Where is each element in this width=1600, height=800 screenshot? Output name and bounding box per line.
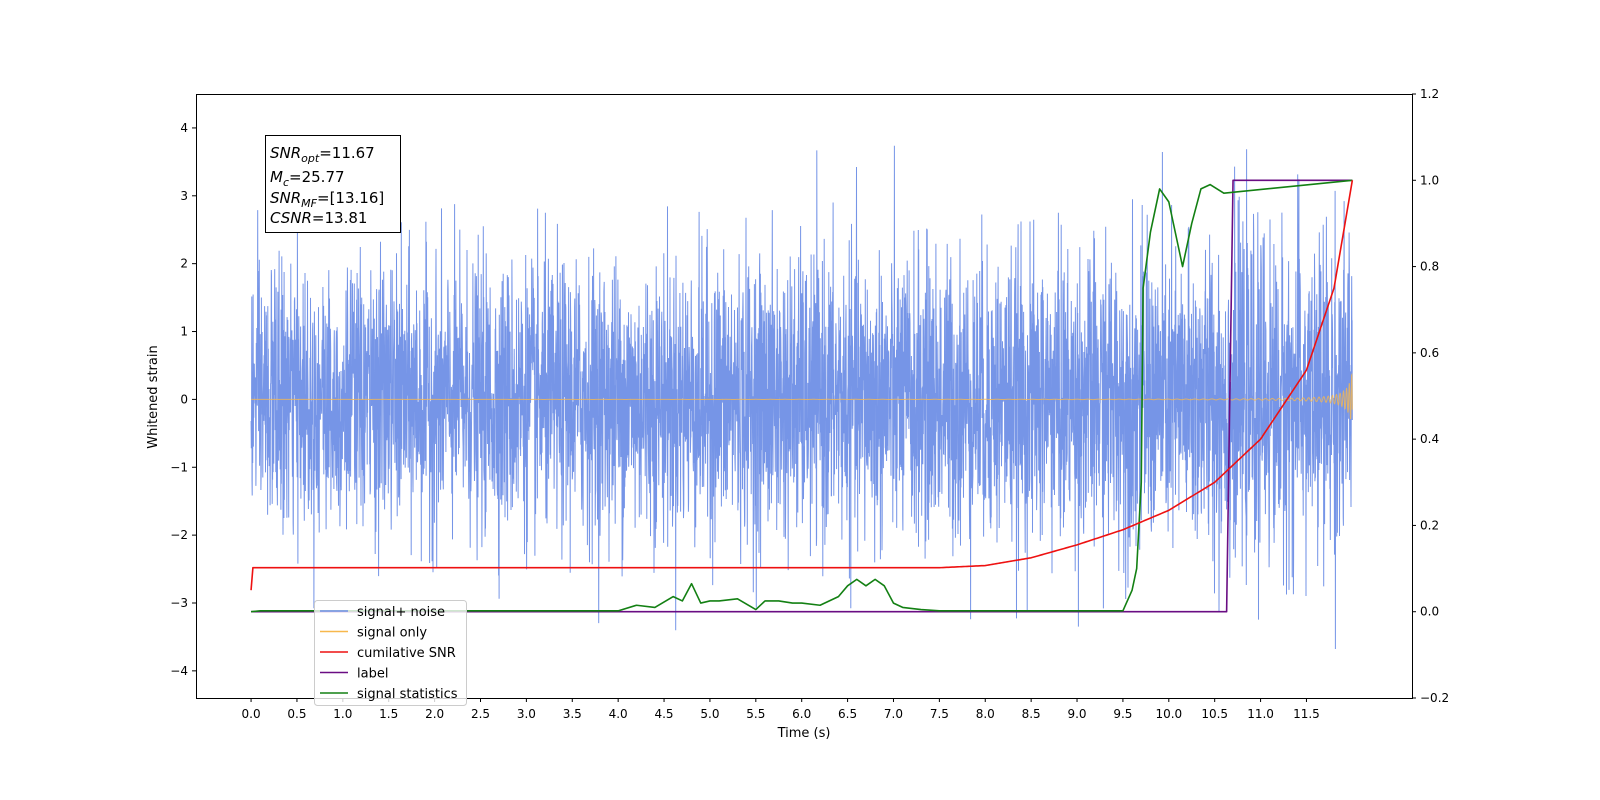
y2-tick-label: 1.0: [1420, 173, 1439, 187]
x-tick-label: 1.5: [379, 707, 398, 721]
legend-signal-statistics-text: signal statistics: [357, 687, 458, 702]
x-tick-label: 3.0: [517, 707, 536, 721]
legend: signal+ noise signal only cumilative SNR la…: [314, 600, 467, 706]
series-cumulative-snr: [250, 180, 1354, 591]
legend-frame: [314, 600, 467, 706]
y2-tick-label: 0.2: [1420, 518, 1439, 532]
y-tick-label: 4: [180, 121, 188, 135]
x-tick-label: 7.0: [884, 707, 903, 721]
x-axis-ticks: 0.0 0.5 1.0 1.5 2.0 2.5 3.0 3.5 4.0 4.5 5.0 5.5 6.0 6…: [242, 698, 1320, 721]
snr-opt-annotation: SNRopt=11.67: [270, 144, 375, 165]
y2-tick-label: 0.0: [1420, 605, 1439, 619]
y2-tick-label: −0.2: [1420, 691, 1449, 705]
x-tick-label: 2.0: [425, 707, 444, 721]
y-tick-label: 0: [180, 392, 188, 406]
y-tick-label: 1: [180, 325, 188, 339]
plot-frame: [196, 94, 1413, 699]
y2-tick-label: 0.4: [1420, 432, 1439, 446]
y-tick-label: 2: [180, 257, 188, 271]
y-axis-label: Whitened strain: [146, 345, 161, 448]
series-label: [251, 179, 1353, 613]
csnr-annotation: CSNR=13.81: [270, 209, 367, 227]
x-tick-label: 11.0: [1247, 707, 1274, 721]
x-tick-label: 11.5: [1293, 707, 1320, 721]
series-layer: [250, 145, 1354, 650]
x-tick-label: 3.5: [563, 707, 582, 721]
legend-label-text: label: [357, 667, 388, 682]
x-tick-label: 8.5: [1022, 707, 1041, 721]
y2-tick-label: 0.6: [1420, 346, 1439, 360]
x-tick-label: 6.5: [838, 707, 857, 721]
y-axis-ticks: 4 3 2 1 0 −1 −2 −3 −4: [170, 121, 196, 678]
y-tick-label: −3: [170, 596, 188, 610]
y-tick-label: −4: [170, 664, 188, 678]
snr-mf-annotation: SNRMF=[13.16]: [270, 189, 384, 210]
x-tick-label: 5.5: [746, 707, 765, 721]
x-tick-label: 0.5: [287, 707, 306, 721]
x-tick-label: 4.0: [609, 707, 628, 721]
legend-cumulative-snr-text: cumilative SNR: [357, 646, 456, 661]
y2-tick-label: 0.8: [1420, 260, 1439, 274]
y2-axis-ticks: 1.2 1.0 0.8 0.6 0.4 0.2 0.0 −0.2: [1412, 87, 1449, 705]
legend-signal-noise-text: signal+ noise: [357, 605, 445, 620]
x-tick-label: 7.5: [930, 707, 949, 721]
x-tick-label: 8.0: [976, 707, 995, 721]
series-signal-statistics: [250, 179, 1353, 613]
x-tick-label: 9.5: [1113, 707, 1132, 721]
x-axis-label: Time (s): [777, 726, 831, 741]
y2-tick-label: 1.2: [1420, 87, 1439, 101]
x-tick-label: 4.5: [654, 707, 673, 721]
x-tick-label: 9.0: [1067, 707, 1086, 721]
series-signal-only: [251, 372, 1353, 420]
x-tick-label: 10.5: [1201, 707, 1228, 721]
legend-signal-only-text: signal only: [357, 626, 427, 641]
x-tick-label: 5.0: [700, 707, 719, 721]
annotation-frame: [265, 135, 401, 233]
x-tick-label: 0.0: [242, 707, 261, 721]
x-tick-label: 2.5: [471, 707, 490, 721]
y-tick-label: −1: [170, 460, 188, 474]
x-tick-label: 1.0: [333, 707, 352, 721]
series-signal-noise: [250, 145, 1353, 650]
stats-annotation-box: SNRopt=11.67 Mc=25.77 SNRMF=[13.16] CSNR…: [265, 135, 401, 233]
mc-annotation: Mc=25.77: [270, 168, 345, 189]
y-tick-label: 3: [180, 189, 188, 203]
x-tick-label: 10.0: [1155, 707, 1182, 721]
y-tick-label: −2: [170, 528, 188, 542]
x-tick-label: 6.0: [792, 707, 811, 721]
